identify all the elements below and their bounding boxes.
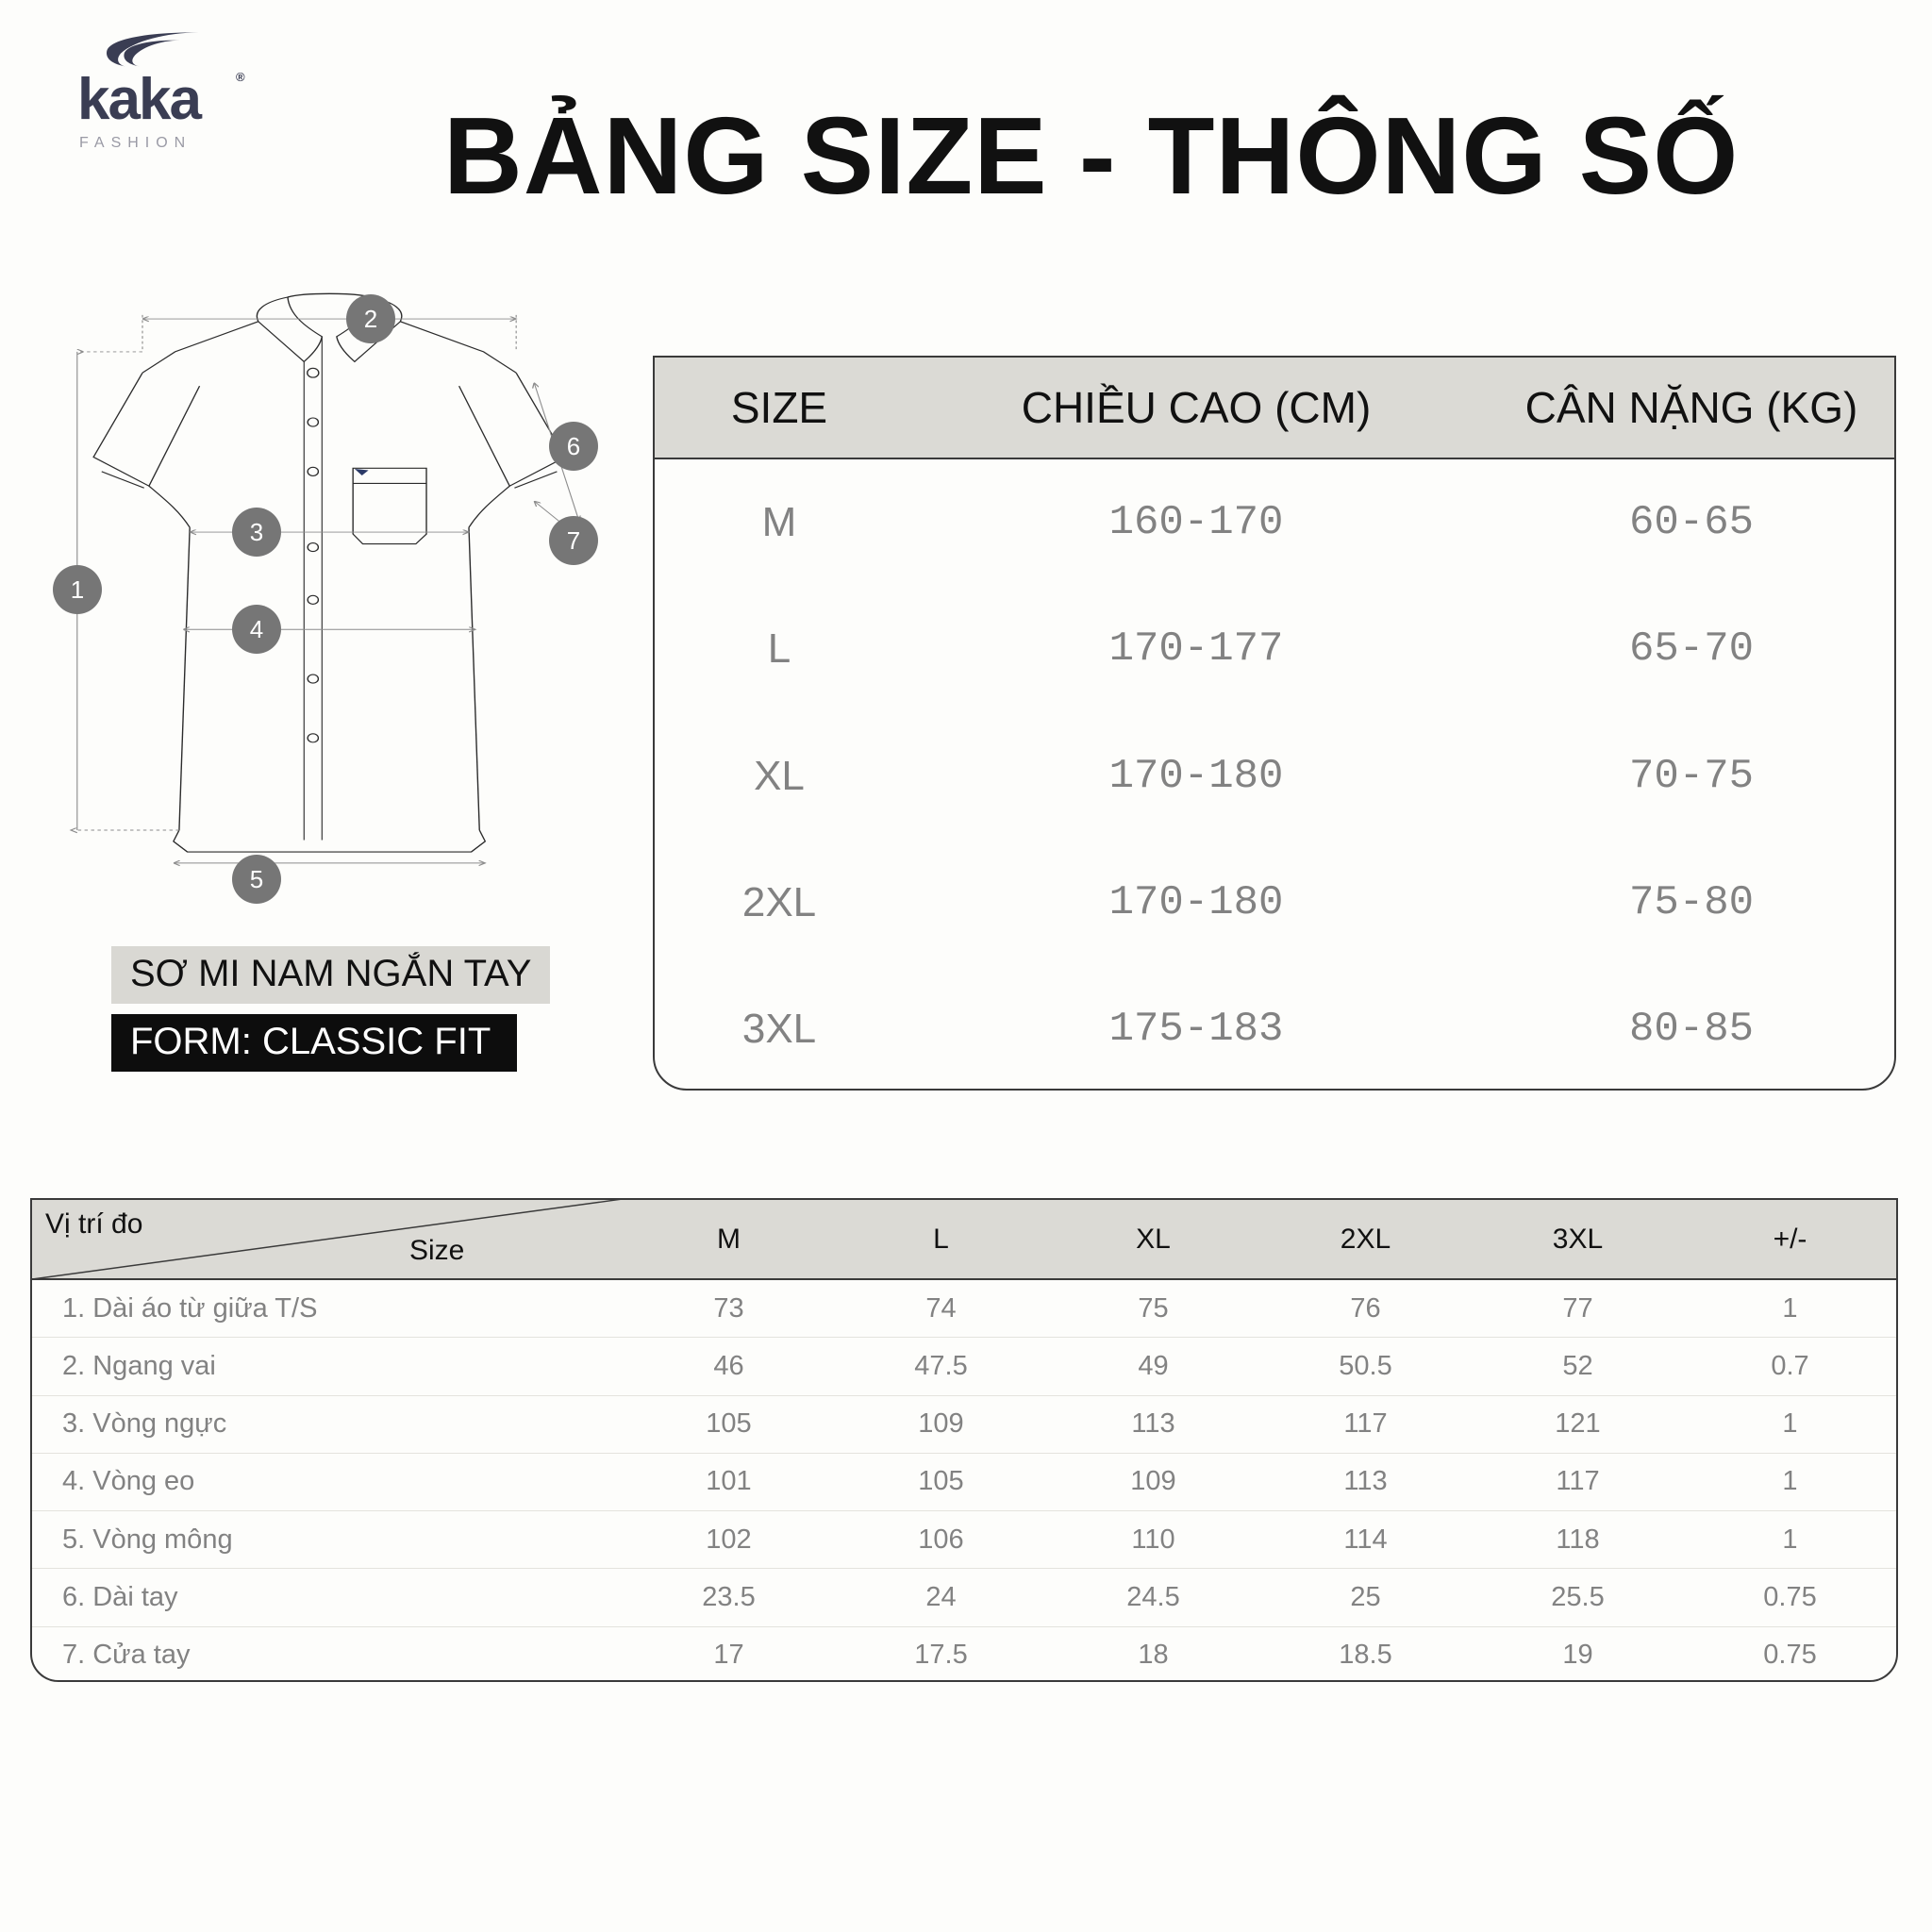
svg-text:4: 4 bbox=[250, 615, 263, 643]
svg-text:2: 2 bbox=[364, 305, 377, 333]
svg-text:5: 5 bbox=[250, 865, 263, 893]
svg-text:7: 7 bbox=[567, 526, 580, 555]
svg-text:3: 3 bbox=[250, 518, 263, 546]
svg-text:1: 1 bbox=[71, 575, 84, 604]
svg-text:6: 6 bbox=[567, 432, 580, 460]
